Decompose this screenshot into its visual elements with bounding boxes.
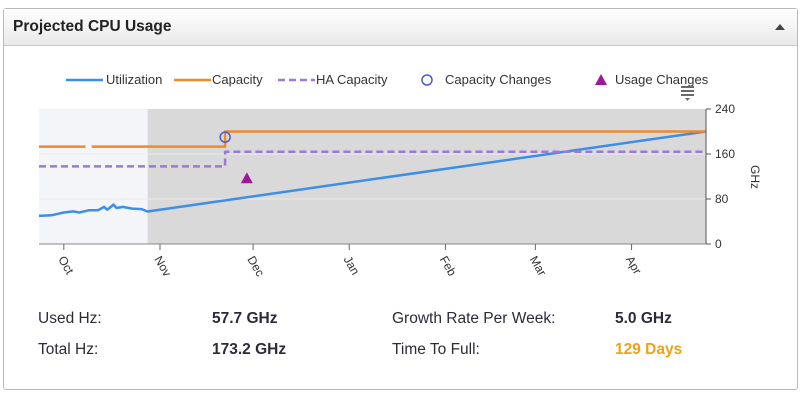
y-axis-label: GHz <box>748 165 762 189</box>
x-tick-label: Nov <box>151 254 174 279</box>
legend-swatch <box>595 74 607 85</box>
x-tick-label: Mar <box>527 254 549 279</box>
capacity-change-marker <box>219 131 231 143</box>
legend-item-usage-changes: Usage Changes <box>595 72 709 87</box>
x-tick-label: Oct <box>55 254 77 278</box>
series-ha-capacity <box>39 150 706 168</box>
x-tick-label: Apr <box>623 254 644 277</box>
legend-label: Capacity <box>212 72 263 87</box>
usage-change-marker <box>240 172 253 184</box>
legend-label: Utilization <box>106 72 162 87</box>
legend-item-capacity: Capacity <box>174 72 263 87</box>
legend-item-ha-capacity: HA Capacity <box>278 72 388 87</box>
legend-item-capacity-changes: Capacity Changes <box>421 72 552 87</box>
panel-title: Projected CPU Usage <box>13 18 172 35</box>
projection-region <box>147 109 706 244</box>
chart-menu-icon[interactable] <box>681 86 694 101</box>
history-region <box>39 109 148 244</box>
legend-swatch <box>421 74 433 86</box>
y-tick-label: 0 <box>715 237 722 251</box>
y-tick-label: 80 <box>715 192 729 206</box>
x-tick-label: Feb <box>437 254 460 279</box>
collapse-icon[interactable] <box>771 18 789 36</box>
cpu-usage-chart: 0 80 160 240 GHz Oct Nov Dec Jan Feb Mar Apr Utiliz… <box>38 72 762 279</box>
series-capacity <box>39 130 706 148</box>
legend-label: Capacity Changes <box>445 72 552 87</box>
legend-item-utilization: Utilization <box>66 72 162 87</box>
x-tick-label: Dec <box>244 254 267 279</box>
panel-header: Projected CPU Usage <box>4 9 797 46</box>
x-tick-label: Jan <box>341 254 363 278</box>
series-utilization <box>38 130 707 218</box>
y-tick-label: 240 <box>715 102 735 116</box>
y-tick-label: 160 <box>715 147 735 161</box>
legend-label: Usage Changes <box>615 72 709 87</box>
legend-label: HA Capacity <box>316 72 388 87</box>
